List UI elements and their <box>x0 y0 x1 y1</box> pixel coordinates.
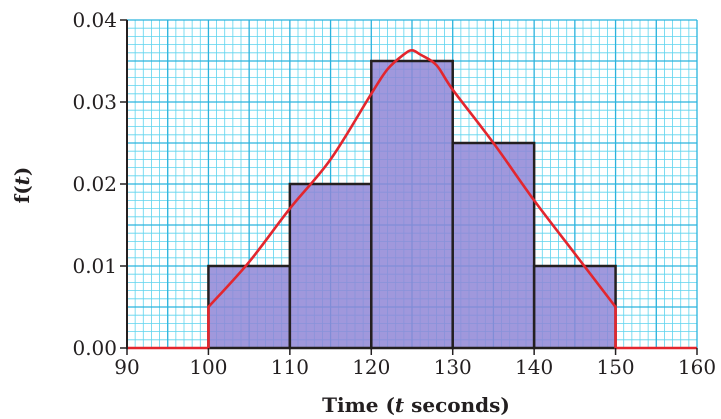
histogram-bar-3 <box>370 59 454 350</box>
x-tick-label-7: 160 <box>678 355 716 379</box>
density-curve <box>127 49 697 350</box>
tick-labels: 90 100 110 120 130 140 150 160 0.00 0.01 0.02 0.03 0… <box>72 8 716 379</box>
x-tick-label-1: 100 <box>189 355 227 379</box>
x-tick-label-0: 90 <box>114 355 139 379</box>
x-tick-label-5: 140 <box>515 355 553 379</box>
axes <box>120 19 698 355</box>
histogram-bar-4 <box>451 141 536 350</box>
x-tick-label-3: 120 <box>352 355 390 379</box>
histogram-bar-2 <box>288 182 373 350</box>
x-tick-label-6: 150 <box>596 355 634 379</box>
histogram-bars <box>207 59 617 350</box>
y-tick-label-2: 0.02 <box>72 172 117 196</box>
y-axis-title: f(t) <box>10 167 34 204</box>
y-tick-label-0: 0.00 <box>72 336 117 360</box>
y-tick-label-4: 0.04 <box>72 8 117 32</box>
histogram-bar-5 <box>532 264 617 350</box>
y-tick-label-1: 0.01 <box>72 254 117 278</box>
y-tick-label-3: 0.03 <box>72 90 117 114</box>
histogram-bar-1 <box>207 264 292 350</box>
x-tick-label-4: 130 <box>434 355 472 379</box>
x-axis-title: Time (t seconds) <box>322 393 510 417</box>
density-curve-line <box>127 49 697 350</box>
x-tick-label-2: 110 <box>271 355 309 379</box>
